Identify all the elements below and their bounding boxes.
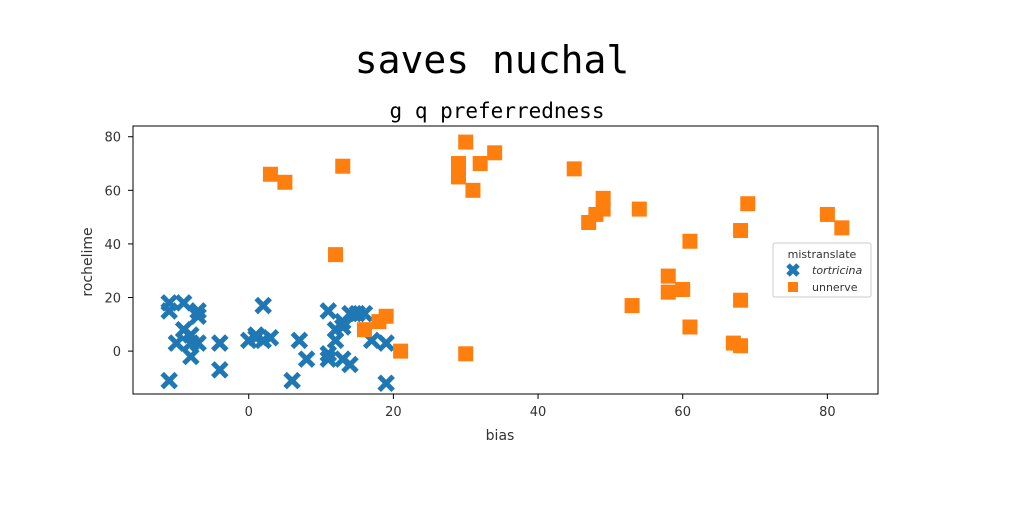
y-tick-label: 0 (113, 345, 121, 360)
x-axis: 0 20 40 60 80 (245, 394, 836, 420)
scatter-point-tortricina (283, 371, 301, 390)
scatter-point-unnerve (566, 161, 582, 177)
scatter-point-unnerve (834, 220, 850, 236)
scatter-point-tortricina (160, 371, 178, 390)
y-tick-label: 80 (104, 131, 121, 146)
x-tick-label: 60 (674, 405, 691, 420)
scatter-point-unnerve (624, 298, 640, 314)
scatter-point-tortricina (319, 350, 338, 368)
scatter-point-tortricina (319, 345, 338, 363)
scatter-point-unnerve (660, 268, 676, 284)
scatter-point-tortricina (189, 307, 207, 326)
scatter-point-unnerve (675, 281, 691, 297)
scatter-point-unnerve (356, 322, 372, 338)
scatter-point-tortricina (341, 355, 359, 374)
plot-frame (132, 125, 879, 395)
legend-marker-tortricina (786, 263, 800, 277)
legend-label: tortricina (812, 264, 863, 277)
y-axis: 0 20 40 60 80 (104, 131, 133, 360)
scatter-point-tortricina (182, 347, 200, 366)
scatter-point-tortricina (290, 331, 309, 350)
scatter-point-unnerve (733, 292, 749, 308)
scatter-point-unnerve (660, 284, 676, 300)
chart-subtitle: g q preferredness (390, 99, 605, 123)
scatter-point-unnerve (733, 223, 749, 239)
legend: mistranslate tortricina unnerve (772, 242, 872, 298)
scatter-point-tortricina (355, 304, 374, 323)
scatter-point-tortricina (377, 374, 395, 393)
scatter-point-unnerve (277, 174, 293, 190)
scatter-point-unnerve (740, 196, 756, 212)
scatter-point-unnerve (819, 206, 835, 222)
scatter-point-tortricina (174, 294, 193, 312)
legend-marker-unnerve (788, 282, 798, 292)
y-tick-label: 40 (104, 238, 121, 253)
legend-title: mistranslate (788, 248, 857, 261)
scatter-point-tortricina (261, 328, 280, 347)
scatter-point-unnerve (733, 338, 749, 354)
y-axis-label: rochelime (80, 227, 96, 296)
scatter-point-tortricina (333, 318, 352, 336)
scatter-point-unnerve (682, 319, 698, 335)
scatter-point-unnerve (458, 346, 474, 362)
scatter-point-tortricina (211, 334, 229, 352)
scatter-point-unnerve (458, 134, 474, 150)
scatter-point-tortricina (377, 334, 395, 352)
scatter-point-unnerve (595, 190, 611, 206)
plot-area: 0 20 40 60 80 0 20 40 60 80 (104, 125, 879, 420)
y-tick-label: 60 (104, 184, 121, 199)
scatter-point-tortricina (167, 334, 186, 352)
chart-title: saves nuchal (355, 38, 630, 82)
scatter-point-unnerve (393, 343, 409, 359)
scatter-point-tortricina (189, 334, 207, 352)
x-tick-label: 20 (385, 405, 402, 420)
scatter-point-tortricina (211, 361, 229, 379)
scatter-point-unnerve (487, 145, 503, 161)
scatter-point-unnerve (465, 182, 481, 198)
legend-label: unnerve (812, 281, 858, 294)
scatter-point-tortricina (254, 296, 272, 315)
x-axis-label: bias (486, 428, 515, 444)
scatter-point-unnerve (631, 201, 647, 217)
scatter-point-unnerve (472, 156, 488, 172)
scatter-point-tortricina (160, 302, 178, 320)
scatter-point-unnerve (328, 247, 344, 263)
scatter-point-tortricina (297, 350, 316, 368)
scatter-point-unnerve (682, 233, 698, 249)
scatter-point-unnerve (335, 158, 351, 174)
x-tick-label: 0 (245, 405, 253, 420)
scatter-point-unnerve (450, 169, 466, 185)
scatter-point-unnerve (378, 308, 394, 324)
y-tick-label: 20 (104, 292, 121, 307)
x-tick-label: 80 (819, 405, 836, 420)
legend-entries: tortricina unnerve (786, 263, 863, 294)
scatter-point-unnerve (262, 166, 278, 182)
scatter-point-unnerve (450, 156, 466, 172)
scatter-point-tortricina (319, 302, 338, 320)
scatter-point-tortricina (189, 302, 207, 320)
data-markers (160, 134, 850, 393)
x-tick-label: 40 (530, 405, 547, 420)
